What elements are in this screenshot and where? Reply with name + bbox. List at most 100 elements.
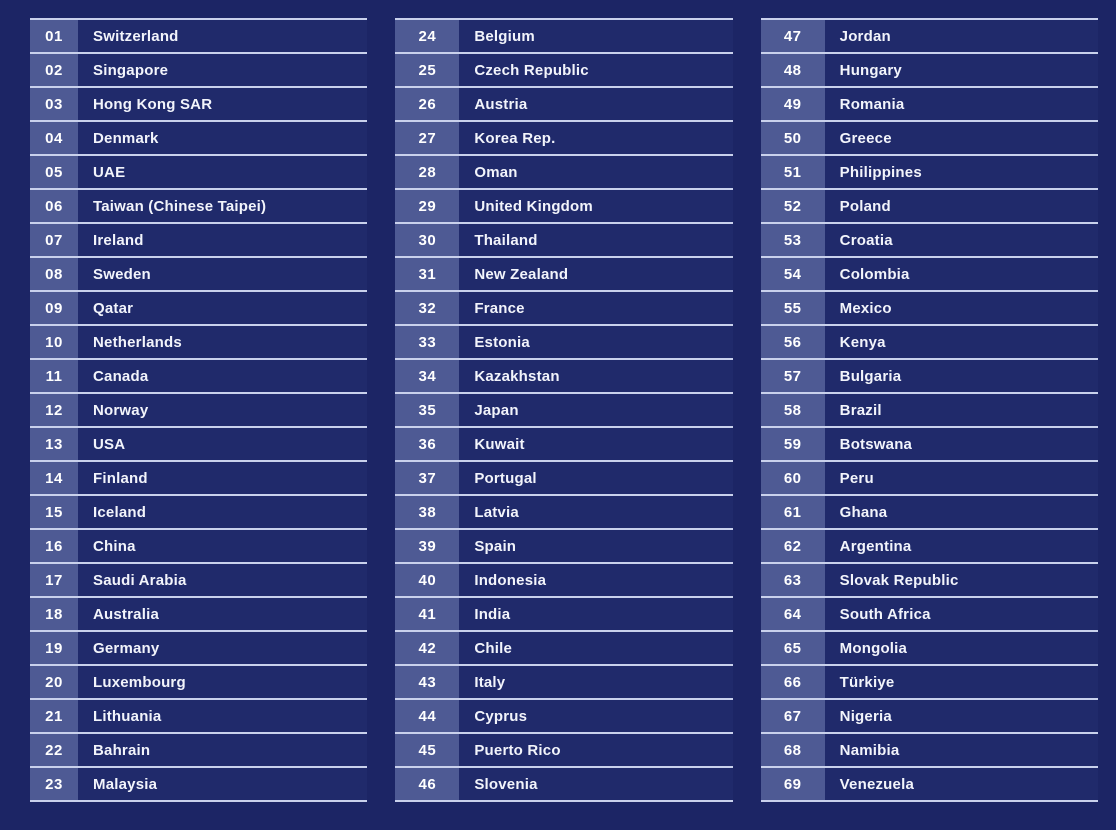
rank-cell: 48 — [760, 54, 825, 86]
country-cell: United Kingdom — [474, 197, 593, 215]
rank-cell: 62 — [760, 530, 825, 562]
country-cell: Australia — [93, 605, 159, 623]
ranking-row: 38 Latvia — [395, 496, 733, 530]
rank-cell: 12 — [30, 394, 78, 426]
rank-cell: 42 — [395, 632, 460, 664]
country-cell: Estonia — [474, 333, 530, 351]
ranking-row: 13 USA — [30, 428, 368, 462]
country-cell: Taiwan (Chinese Taipei) — [93, 197, 267, 215]
ranking-row: 33 Estonia — [395, 326, 733, 360]
country-cell: Türkiye — [839, 673, 895, 691]
rank-cell: 04 — [30, 122, 78, 154]
country-cell: Qatar — [93, 299, 134, 317]
country-cell: Puerto Rico — [474, 741, 561, 759]
rank-cell: 35 — [395, 394, 460, 426]
rank-cell: 34 — [395, 360, 460, 392]
country-cell: Oman — [474, 163, 518, 181]
country-cell: Malaysia — [93, 775, 158, 793]
rank-cell: 23 — [30, 768, 78, 800]
ranking-row: 06 Taiwan (Chinese Taipei) — [30, 190, 368, 224]
rank-cell: 08 — [30, 258, 78, 290]
ranking-row: 63 Slovak Republic — [760, 564, 1098, 598]
ranking-row: 69 Venezuela — [760, 768, 1098, 802]
ranking-row: 02 Singapore — [30, 54, 368, 88]
country-cell: Sweden — [93, 265, 151, 283]
ranking-row: 18 Australia — [30, 598, 368, 632]
rank-cell: 37 — [395, 462, 460, 494]
rank-cell: 58 — [760, 394, 825, 426]
rank-cell: 32 — [395, 292, 460, 324]
ranking-row: 59 Botswana — [760, 428, 1098, 462]
rank-cell: 45 — [395, 734, 460, 766]
country-cell: UAE — [93, 163, 126, 181]
country-cell: Bulgaria — [839, 367, 902, 385]
ranking-row: 27 Korea Rep. — [395, 122, 733, 156]
ranking-row: 35 Japan — [395, 394, 733, 428]
ranking-row: 19 Germany — [30, 632, 368, 666]
rank-cell: 01 — [30, 20, 78, 52]
country-cell: Namibia — [839, 741, 900, 759]
ranking-row: 28 Oman — [395, 156, 733, 190]
rank-cell: 06 — [30, 190, 78, 222]
ranking-row: 26 Austria — [395, 88, 733, 122]
ranking-row: 39 Spain — [395, 530, 733, 564]
rank-cell: 03 — [30, 88, 78, 120]
country-cell: Mongolia — [839, 639, 908, 657]
country-cell: Spain — [474, 537, 517, 555]
rank-cell: 59 — [760, 428, 825, 460]
rank-cell: 02 — [30, 54, 78, 86]
country-cell: Indonesia — [474, 571, 547, 589]
rank-cell: 54 — [760, 258, 825, 290]
country-cell: Thailand — [474, 231, 538, 249]
country-cell: Austria — [474, 95, 528, 113]
rank-cell: 60 — [760, 462, 825, 494]
rank-cell: 67 — [760, 700, 825, 732]
ranking-row: 14 Finland — [30, 462, 368, 496]
rank-cell: 05 — [30, 156, 78, 188]
country-cell: Ireland — [93, 231, 144, 249]
country-cell: Jordan — [839, 27, 891, 45]
ranking-row: 41 India — [395, 598, 733, 632]
rank-cell: 27 — [395, 122, 460, 154]
country-cell: Canada — [93, 367, 149, 385]
rank-cell: 11 — [30, 360, 78, 392]
country-cell: Kenya — [839, 333, 886, 351]
rank-cell: 29 — [395, 190, 460, 222]
country-cell: Norway — [93, 401, 149, 419]
ranking-row: 46 Slovenia — [395, 768, 733, 802]
ranking-row: 51 Philippines — [760, 156, 1098, 190]
rank-cell: 16 — [30, 530, 78, 562]
country-cell: Botswana — [839, 435, 913, 453]
country-cell: Czech Republic — [474, 61, 589, 79]
rank-cell: 46 — [395, 768, 460, 800]
country-cell: Slovenia — [474, 775, 538, 793]
ranking-row: 55 Mexico — [760, 292, 1098, 326]
rank-cell: 18 — [30, 598, 78, 630]
rank-cell: 15 — [30, 496, 78, 528]
rank-cell: 66 — [760, 666, 825, 698]
ranking-row: 10 Netherlands — [30, 326, 368, 360]
ranking-row: 34 Kazakhstan — [395, 360, 733, 394]
rank-cell: 10 — [30, 326, 78, 358]
country-cell: Korea Rep. — [474, 129, 556, 147]
ranking-row: 07 Ireland — [30, 224, 368, 258]
ranking-row: 37 Portugal — [395, 462, 733, 496]
rank-cell: 50 — [760, 122, 825, 154]
ranking-row: 52 Poland — [760, 190, 1098, 224]
rank-cell: 19 — [30, 632, 78, 664]
country-cell: Romania — [839, 95, 905, 113]
country-cell: Croatia — [839, 231, 893, 249]
rank-cell: 28 — [395, 156, 460, 188]
rank-cell: 47 — [760, 20, 825, 52]
country-cell: USA — [93, 435, 126, 453]
rank-cell: 63 — [760, 564, 825, 596]
ranking-column-2: 24 Belgium 25 Czech Republic 26 Austria … — [395, 18, 733, 802]
ranking-row: 58 Brazil — [760, 394, 1098, 428]
ranking-row: 40 Indonesia — [395, 564, 733, 598]
ranking-row: 60 Peru — [760, 462, 1098, 496]
ranking-row: 32 France — [395, 292, 733, 326]
ranking-row: 24 Belgium — [395, 20, 733, 54]
ranking-row: 53 Croatia — [760, 224, 1098, 258]
ranking-row: 17 Saudi Arabia — [30, 564, 368, 598]
rank-cell: 38 — [395, 496, 460, 528]
